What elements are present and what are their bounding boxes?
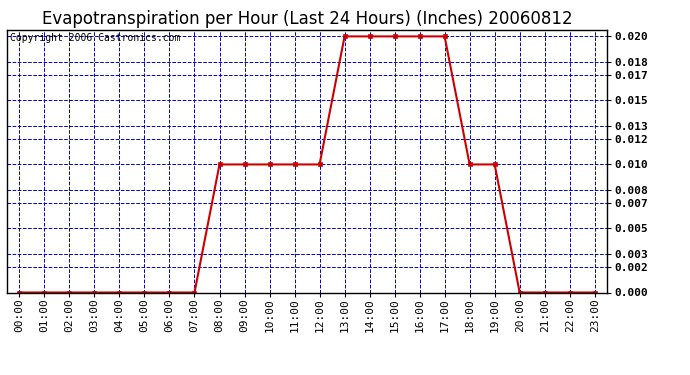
Text: Copyright 2006 Castronics.com: Copyright 2006 Castronics.com bbox=[10, 33, 180, 43]
Title: Evapotranspiration per Hour (Last 24 Hours) (Inches) 20060812: Evapotranspiration per Hour (Last 24 Hou… bbox=[41, 10, 573, 28]
